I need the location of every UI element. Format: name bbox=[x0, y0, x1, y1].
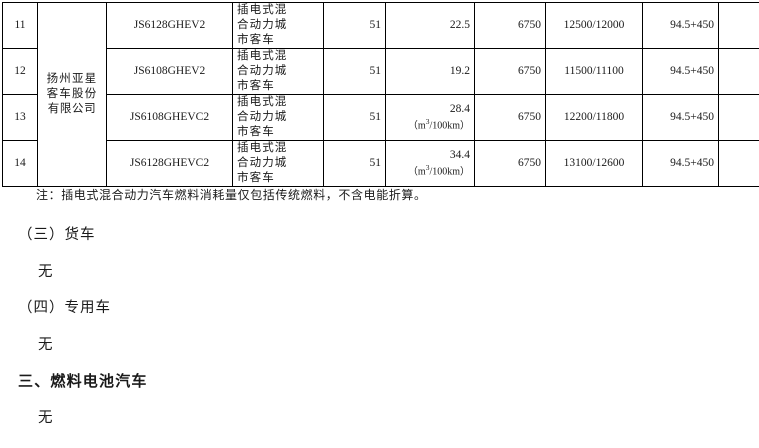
section-content-cargo-truck: 无 bbox=[38, 265, 759, 280]
vehicle-type-line: 插电式混 bbox=[237, 3, 319, 18]
vehicle-type: 插电式混 合动力城 市客车 bbox=[233, 49, 324, 95]
vehicle-type-line: 合动力城 bbox=[237, 18, 319, 33]
load-mass: 12500/12000 bbox=[546, 3, 643, 49]
specific-power: 0.37+32 bbox=[719, 141, 759, 187]
curb-mass: 6750 bbox=[475, 141, 546, 187]
vehicle-type: 插电式混 合动力城 市客车 bbox=[233, 141, 324, 187]
vehicle-type: 插电式混 合动力城 市客车 bbox=[233, 95, 324, 141]
vehicle-type-line: 市客车 bbox=[237, 33, 319, 48]
load-mass: 13100/12600 bbox=[546, 141, 643, 187]
battery-capacity: 94.5+450 bbox=[643, 3, 719, 49]
section-content-fuel-cell-vehicle: 无 bbox=[38, 411, 759, 426]
seat-count: 51 bbox=[324, 95, 386, 141]
vehicle-type-line: 市客车 bbox=[237, 125, 319, 140]
vehicle-model: JS6108GHEV2 bbox=[107, 49, 233, 95]
section-heading-special-vehicle: （四）专用车 bbox=[18, 301, 759, 316]
vehicle-type-line: 合动力城 bbox=[237, 64, 319, 79]
section-heading-cargo-truck: （三）货车 bbox=[18, 228, 759, 243]
section-heading-fuel-cell-vehicle: 三、燃料电池汽车 bbox=[18, 374, 759, 389]
section-content-special-vehicle: 无 bbox=[38, 338, 759, 353]
vehicle-type-line: 插电式混 bbox=[237, 49, 319, 64]
curb-mass: 6750 bbox=[475, 95, 546, 141]
vehicle-type-line: 合动力城 bbox=[237, 156, 319, 171]
document-body: （三）货车 无 （四）专用车 无 三、燃料电池汽车 无 bbox=[0, 228, 759, 448]
row-index: 13 bbox=[3, 95, 38, 141]
vehicle-type: 插电式混 合动力城 市客车 bbox=[233, 3, 324, 49]
battery-capacity: 94.5+450 bbox=[643, 141, 719, 187]
row-index: 12 bbox=[3, 49, 38, 95]
fuel-consumption-value: 22.5 bbox=[390, 18, 470, 33]
fuel-consumption-value: 28.4 bbox=[390, 102, 470, 117]
vehicle-table-container: 11 扬州亚星 客车股份 有限公司 JS6128GHEV2 插电式混 合动力城 … bbox=[2, 2, 757, 187]
battery-capacity: 94.5+450 bbox=[643, 95, 719, 141]
fuel-consumption: 34.4 （m3/100km） bbox=[386, 141, 475, 187]
vehicle-type-line: 插电式混 bbox=[237, 95, 319, 110]
fuel-consumption: 22.5 bbox=[386, 3, 475, 49]
vehicle-type-line: 合动力城 bbox=[237, 110, 319, 125]
vehicle-type-line: 插电式混 bbox=[237, 141, 319, 156]
specific-power: 0.37+32 bbox=[719, 95, 759, 141]
fuel-consumption-value: 19.2 bbox=[390, 64, 470, 79]
fuel-consumption-unit: （m3/100km） bbox=[390, 163, 470, 179]
company-name-line: 客车股份 bbox=[42, 87, 102, 102]
fuel-consumption: 19.2 bbox=[386, 49, 475, 95]
vehicle-model: JS6128GHEVC2 bbox=[107, 141, 233, 187]
curb-mass: 6750 bbox=[475, 49, 546, 95]
table-row: 11 扬州亚星 客车股份 有限公司 JS6128GHEV2 插电式混 合动力城 … bbox=[3, 3, 759, 49]
vehicle-type-line: 市客车 bbox=[237, 171, 319, 186]
battery-capacity: 94.5+450 bbox=[643, 49, 719, 95]
row-index: 14 bbox=[3, 141, 38, 187]
fuel-consumption-unit: （m3/100km） bbox=[390, 117, 470, 133]
seat-count: 51 bbox=[324, 49, 386, 95]
seat-count: 51 bbox=[324, 3, 386, 49]
vehicle-type-line: 市客车 bbox=[237, 79, 319, 94]
curb-mass: 6750 bbox=[475, 3, 546, 49]
fuel-consumption-value: 34.4 bbox=[390, 148, 470, 163]
table-row: 12 JS6108GHEV2 插电式混 合动力城 市客车 51 19.2 675… bbox=[3, 49, 759, 95]
company-name-line: 有限公司 bbox=[42, 102, 102, 117]
row-index: 11 bbox=[3, 3, 38, 49]
specific-power: 0.37+32 bbox=[719, 3, 759, 49]
company-name-line: 扬州亚星 bbox=[42, 72, 102, 87]
seat-count: 51 bbox=[324, 141, 386, 187]
table-row: 14 JS6128GHEVC2 插电式混 合动力城 市客车 51 34.4 （m… bbox=[3, 141, 759, 187]
vehicle-model: JS6108GHEVC2 bbox=[107, 95, 233, 141]
vehicle-table: 11 扬州亚星 客车股份 有限公司 JS6128GHEV2 插电式混 合动力城 … bbox=[2, 2, 759, 187]
company-name-cell: 扬州亚星 客车股份 有限公司 bbox=[38, 3, 107, 187]
table-note: 注：插电式混合动力汽车燃料消耗量仅包括传统燃料，不含电能折算。 bbox=[36, 186, 427, 203]
fuel-consumption: 28.4 （m3/100km） bbox=[386, 95, 475, 141]
table-row: 13 JS6108GHEVC2 插电式混 合动力城 市客车 51 28.4 （m… bbox=[3, 95, 759, 141]
specific-power: 0.37+32 bbox=[719, 49, 759, 95]
load-mass: 11500/11100 bbox=[546, 49, 643, 95]
vehicle-model: JS6128GHEV2 bbox=[107, 3, 233, 49]
load-mass: 12200/11800 bbox=[546, 95, 643, 141]
